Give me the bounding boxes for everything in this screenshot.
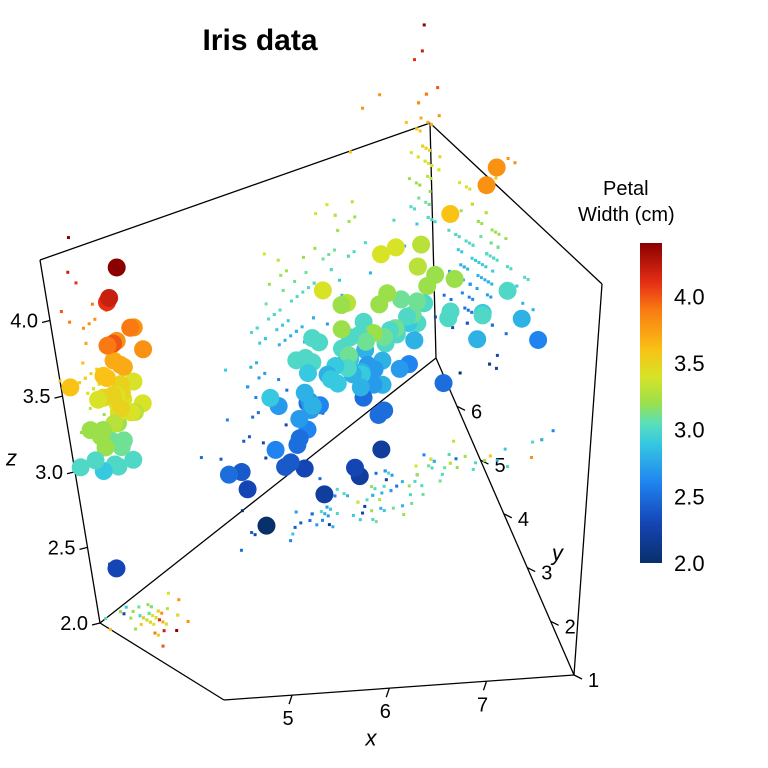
svg-text:6: 6	[471, 401, 482, 423]
svg-text:x: x	[365, 726, 378, 751]
svg-text:5: 5	[282, 708, 293, 730]
scatter-points	[61, 158, 547, 577]
svg-text:3.5: 3.5	[23, 386, 51, 408]
svg-text:3.5: 3.5	[674, 351, 705, 376]
svg-text:2.5: 2.5	[674, 484, 705, 509]
svg-text:y: y	[550, 540, 565, 565]
svg-text:2.0: 2.0	[60, 613, 88, 635]
scatter3d-plot: 2.0 2.5 3.0 3.5 4.0 z 5 6 7 x 1 2 3 4 5 6 y 2.0 2.5 3.0 3.5 4…	[0, 0, 768, 768]
svg-text:3: 3	[541, 563, 552, 585]
svg-text:4.0: 4.0	[674, 284, 705, 309]
svg-text:2: 2	[565, 616, 576, 638]
svg-text:4.0: 4.0	[10, 311, 38, 333]
colorbar	[640, 243, 662, 563]
svg-text:2.0: 2.0	[674, 551, 705, 576]
svg-text:5: 5	[494, 455, 505, 477]
svg-text:2.5: 2.5	[48, 537, 76, 559]
colorbar-subtitle: Width (cm)	[578, 204, 675, 226]
svg-text:4: 4	[518, 509, 529, 531]
svg-text:3.0: 3.0	[674, 418, 705, 443]
svg-text:z: z	[5, 446, 17, 471]
svg-text:1: 1	[588, 670, 599, 692]
colorbar-title: Petal	[603, 178, 649, 200]
svg-text:3.0: 3.0	[35, 462, 63, 484]
svg-text:6: 6	[380, 701, 391, 723]
svg-text:7: 7	[477, 694, 488, 716]
